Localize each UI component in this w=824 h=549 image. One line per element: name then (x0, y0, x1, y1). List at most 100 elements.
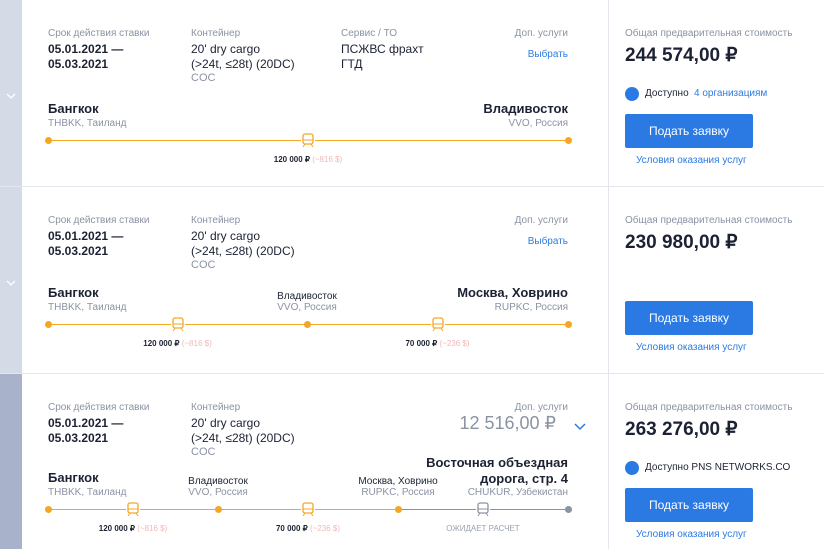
route-city: Владивосток (483, 101, 568, 116)
transport-icon (301, 501, 315, 517)
divider (608, 187, 609, 373)
leg-price-value: 70 000 ₽ (405, 339, 438, 348)
leg-price-alt: (~816 $) (179, 339, 212, 348)
extras-label: Доп. услуги (514, 402, 568, 413)
transport-icon (301, 132, 315, 148)
transport-icon (476, 501, 490, 517)
transport-icon (126, 501, 140, 517)
validity: 05.03.2021 (48, 431, 109, 445)
route-dot (565, 137, 572, 144)
transport-icon (430, 316, 445, 332)
extras-chevron (574, 419, 586, 431)
availability-icon (625, 461, 639, 475)
route-code: RUPKC, Россия (361, 487, 435, 498)
validity: 05.01.2021 — (48, 229, 124, 243)
leg-price: 120 000 ₽ (~816 $) (98, 339, 258, 348)
leg-price: 70 000 ₽ (~236 $) (358, 339, 518, 348)
route-code: THBKK, Таиланд (48, 487, 127, 498)
route-dot (45, 506, 52, 513)
validity: 05.01.2021 — (48, 42, 124, 56)
expand-chevron (6, 88, 16, 99)
terms-link[interactable]: Условия оказания услуг (636, 342, 747, 353)
leg-price-alt: (~816 $) (134, 524, 168, 533)
container-label: Контейнер (191, 215, 241, 226)
availability: Доступно PNS NETWORKS.CO (645, 462, 791, 473)
submit-button[interactable]: Подать заявку (625, 488, 753, 522)
route-dot (304, 321, 311, 328)
leg-price-alt: (~816 $) (309, 155, 343, 164)
service: ГТД (341, 57, 363, 71)
container-owner: COC (191, 446, 216, 458)
route-code: THBKK, Таиланд (48, 302, 127, 313)
validity: 05.01.2021 — (48, 416, 124, 430)
container: (>24t, ≤28t) (20DC) (191, 244, 295, 258)
route-city: Москва, Ховрино (457, 285, 568, 300)
leg-price: 70 000 ₽ (~236 $) (228, 524, 388, 533)
total: 230 980,00 ₽ (625, 232, 738, 253)
side-strip (0, 187, 22, 373)
leg-status: ОЖИДАЕТ РАСЧЕТ (446, 524, 520, 533)
leg-price-alt: (~236 $) (437, 339, 470, 348)
leg-price-value: 120 000 ₽ (98, 524, 135, 533)
route-dot (565, 321, 572, 328)
total-label: Общая предварительная стоимость (625, 402, 793, 413)
availability-link[interactable]: 4 организациям (694, 88, 768, 99)
route-city: Владивосток (277, 291, 337, 302)
terms-link[interactable]: Условия оказания услуг (636, 529, 747, 540)
route-city: Владивосток (188, 476, 248, 487)
leg-price-value: 120 000 ₽ (273, 155, 310, 164)
route-dot (45, 321, 52, 328)
total: 244 574,00 ₽ (625, 45, 738, 66)
extras-value[interactable]: 12 516,00 ₽ (459, 413, 556, 433)
total: 263 276,00 ₽ (625, 419, 738, 440)
leg-price: 120 000 ₽ (~816 $) (228, 155, 388, 164)
transport-icon (170, 316, 185, 332)
submit-button[interactable]: Подать заявку (625, 301, 753, 335)
submit-button[interactable]: Подать заявку (625, 114, 753, 148)
route-city: Москва, Ховрино (358, 476, 438, 487)
route-dot (45, 137, 52, 144)
route-code: RUPKC, Россия (494, 302, 568, 313)
route-code: CHUKUR, Узбекистан (467, 487, 568, 498)
validity-label: Срок действия ставки (48, 28, 150, 39)
total-label: Общая предварительная стоимость (625, 28, 793, 39)
validity-label: Срок действия ставки (48, 215, 150, 226)
container: 20' dry cargo (191, 229, 260, 243)
container-label: Контейнер (191, 28, 241, 39)
route-city: Восточная объездная дорога, стр. 4 (426, 455, 568, 486)
validity-label: Срок действия ставки (48, 402, 150, 413)
leg-price-value: 120 000 ₽ (143, 339, 180, 348)
terms-link[interactable]: Условия оказания услуг (636, 155, 747, 166)
route-code: VVO, Россия (277, 302, 337, 313)
service: ПСЖВС фрахт (341, 42, 424, 56)
expand-chevron (6, 275, 16, 286)
container: (>24t, ≤28t) (20DC) (191, 431, 295, 445)
divider (608, 374, 609, 549)
route-dot (565, 506, 572, 513)
side-strip (0, 374, 22, 549)
container: 20' dry cargo (191, 42, 260, 56)
extras-label: Доп. услуги (514, 215, 568, 226)
container-owner: COC (191, 259, 216, 271)
route-city: Бангкок (48, 285, 99, 300)
validity: 05.03.2021 (48, 244, 109, 258)
leg-price: ОЖИДАЕТ РАСЧЕТ (403, 524, 563, 533)
route-dot (395, 506, 402, 513)
route-code: VVO, Россия (508, 118, 568, 129)
container: (>24t, ≤28t) (20DC) (191, 57, 295, 71)
extras-link[interactable]: Выбрать (527, 49, 568, 60)
container-label: Контейнер (191, 402, 241, 413)
validity: 05.03.2021 (48, 57, 109, 71)
leg-price: 120 000 ₽ (~816 $) (53, 524, 213, 533)
side-strip (0, 0, 22, 186)
route-city: Бангкок (48, 101, 99, 116)
leg-price-value: 70 000 ₽ (275, 524, 308, 533)
card (0, 0, 824, 187)
route-code: VVO, Россия (188, 487, 248, 498)
availability: Доступно (645, 88, 689, 99)
container-owner: COC (191, 72, 216, 84)
availability-icon (625, 87, 639, 101)
extras-link[interactable]: Выбрать (527, 236, 568, 247)
route-city: Бангкок (48, 470, 99, 485)
